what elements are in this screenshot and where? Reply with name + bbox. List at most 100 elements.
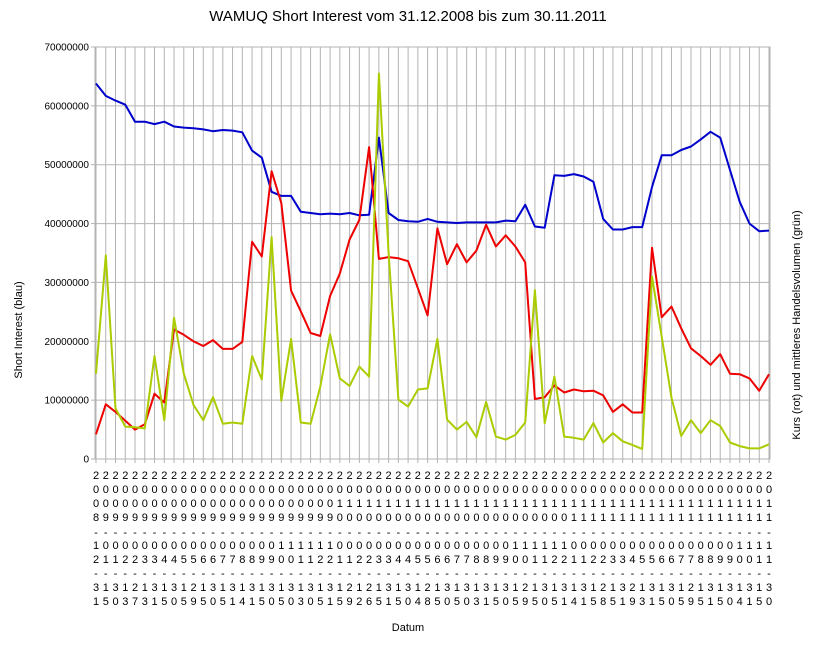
x-tick-label-char: 2 (581, 470, 587, 482)
x-tick-label-char: 5 (337, 596, 343, 608)
x-tick-label-char: 0 (493, 484, 499, 496)
x-tick-label-char: 9 (688, 596, 694, 608)
x-tick-label: 2011-08-15 (698, 470, 704, 608)
x-tick-label-char: 3 (727, 582, 733, 594)
x-tick-label-char: 0 (766, 596, 772, 608)
x-tick-label-char: 3 (142, 554, 148, 566)
x-tick-label-char: 5 (532, 596, 538, 608)
x-tick-label-char: 0 (112, 484, 118, 496)
x-tick-label-char: 5 (317, 596, 323, 608)
x-tick-label: 2011-09-15 (717, 470, 723, 608)
x-tick-label: 2011-07-15 (678, 470, 684, 608)
x-tick-label-char: 1 (620, 596, 626, 608)
x-tick-label-char: 1 (766, 540, 772, 552)
x-tick-label-char: 1 (629, 498, 635, 510)
x-tick-label-char: 6 (366, 596, 372, 608)
x-tick-label-char: - (250, 527, 254, 539)
x-tick-label-char: 2 (746, 470, 752, 482)
x-tick-label-char: 1 (746, 512, 752, 524)
x-tick-label-char: 0 (366, 540, 372, 552)
x-tick-label-char: 2 (600, 554, 606, 566)
x-tick-label-char: 5 (161, 596, 167, 608)
x-tick-label-char: - (689, 568, 693, 580)
x-tick-label-char: - (699, 527, 703, 539)
x-tick-label-char: 9 (220, 512, 226, 524)
x-tick-label-char: 0 (356, 484, 362, 496)
x-tick-label-char: 0 (610, 540, 616, 552)
x-tick-label-char: - (650, 568, 654, 580)
x-tick-label-char: - (631, 527, 635, 539)
x-tick-label-char: - (201, 527, 205, 539)
x-tick-label-char: 2 (405, 470, 411, 482)
x-tick-label-char: 9 (112, 512, 118, 524)
x-tick-label-char: 0 (112, 596, 118, 608)
x-tick-label-char: 0 (190, 540, 196, 552)
x-tick-label-char: 1 (464, 498, 470, 510)
x-tick-label-char: 6 (668, 554, 674, 566)
x-tick-label-char: 0 (103, 540, 109, 552)
x-tick-label-char: - (338, 527, 342, 539)
x-tick-label-char: 3 (464, 582, 470, 594)
x-tick-label-char: 2 (590, 554, 596, 566)
x-tick-label-char: - (397, 527, 401, 539)
x-tick-label-char: 7 (229, 554, 235, 566)
x-tick-label-char: - (318, 568, 322, 580)
x-tick-label: 2011-11-30 (766, 470, 772, 608)
x-tick-label-char: 0 (737, 554, 743, 566)
x-tick-label-char: - (572, 527, 576, 539)
x-tick-label-char: 5 (678, 596, 684, 608)
x-tick-label-char: - (377, 568, 381, 580)
x-tick-label-char: 1 (220, 582, 226, 594)
x-tick-label-char: 1 (571, 582, 577, 594)
y-tick-label: 60000000 (45, 101, 90, 112)
x-tick-label-char: 9 (142, 512, 148, 524)
x-tick-label-char: 0 (717, 484, 723, 496)
x-tick-label-char: - (114, 568, 118, 580)
y-tick-label: 20000000 (45, 337, 90, 348)
x-tick-label-char: - (221, 568, 225, 580)
x-tick-label-char: 8 (707, 554, 713, 566)
x-tick-label-char: 0 (454, 540, 460, 552)
x-tick-label-char: 1 (493, 498, 499, 510)
x-tick-label-char: 3 (444, 582, 450, 594)
x-tick-label-char: 2 (590, 470, 596, 482)
x-tick-label-char: 0 (112, 498, 118, 510)
x-tick-label-char: - (318, 527, 322, 539)
x-tick-label-char: - (133, 527, 137, 539)
x-tick-label-char: 0 (298, 484, 304, 496)
x-tick-label-char: 2 (532, 470, 538, 482)
x-tick-label-char: 0 (698, 484, 704, 496)
x-tick-label-char: 9 (493, 554, 499, 566)
x-tick-label-char: 1 (347, 554, 353, 566)
x-tick-label-char: 0 (239, 498, 245, 510)
x-tick-label-char: 0 (698, 540, 704, 552)
x-tick-label-char: - (757, 527, 761, 539)
x-tick-label-char: - (592, 568, 596, 580)
x-tick-label-char: 1 (727, 512, 733, 524)
x-tick-label-char: 6 (444, 554, 450, 566)
x-tick-label-char: 2 (717, 470, 723, 482)
x-tick-label-char: 1 (366, 498, 372, 510)
x-tick-label-char: 1 (620, 498, 626, 510)
series-line-2 (95, 72, 770, 450)
x-tick-label-char: 0 (493, 540, 499, 552)
x-tick-label-char: 0 (688, 540, 694, 552)
x-tick-label-char: - (426, 568, 430, 580)
x-tick-label-char: 2 (278, 470, 284, 482)
x-tick-label-char: 5 (717, 596, 723, 608)
x-tick-label-char: 9 (278, 512, 284, 524)
x-tick-label-char: 2 (366, 470, 372, 482)
x-tick-label-char: 5 (454, 596, 460, 608)
x-tick-label-char: 1 (434, 498, 440, 510)
x-tick-label-char: 0 (151, 484, 157, 496)
